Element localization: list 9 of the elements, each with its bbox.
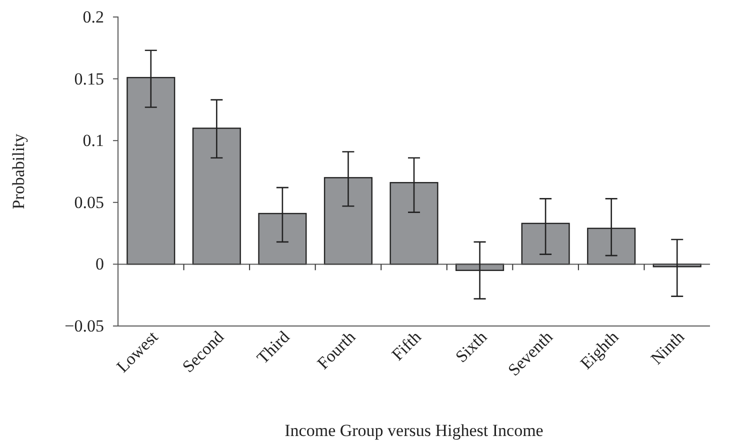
y-tick-label: 0.2 bbox=[82, 7, 104, 26]
y-tick-label: 0.1 bbox=[82, 131, 104, 150]
y-tick-label: −0.05 bbox=[64, 316, 104, 336]
y-tick-label: 0 bbox=[96, 254, 104, 274]
y-tick-label: 0.05 bbox=[74, 192, 104, 212]
x-axis-title: Income Group versus Highest Income bbox=[284, 421, 544, 440]
y-tick-label: 0.15 bbox=[74, 69, 104, 88]
y-axis-title: Probability bbox=[9, 133, 28, 210]
x-tick-label: Fifth bbox=[388, 327, 426, 364]
